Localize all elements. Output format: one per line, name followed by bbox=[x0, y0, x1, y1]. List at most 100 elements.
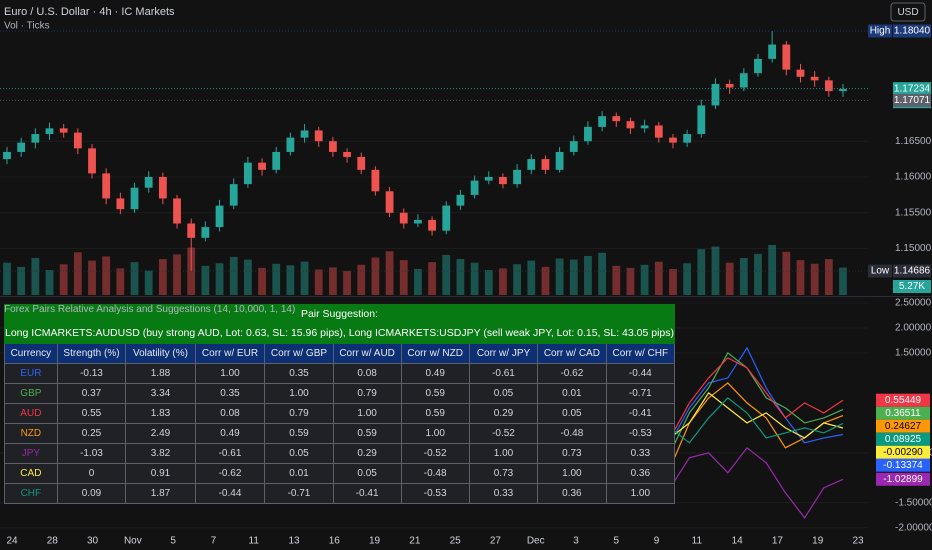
value-cell: -0.71 bbox=[605, 383, 676, 404]
volume-bar bbox=[385, 251, 394, 295]
candle-body bbox=[513, 169, 521, 185]
volume-bar bbox=[215, 263, 224, 295]
x-tick-label: 5 bbox=[614, 536, 620, 547]
candle-body bbox=[640, 125, 649, 129]
value-cell: 1.00 bbox=[264, 383, 334, 404]
x-tick-label: Dec bbox=[527, 536, 545, 547]
value-cell: 0.08 bbox=[194, 403, 266, 424]
price-label: 1.17234 bbox=[894, 83, 931, 94]
volume-bar bbox=[229, 256, 238, 295]
y-tick-label: 1.15000 bbox=[895, 243, 932, 254]
column-header: Corr w/ NZD bbox=[400, 343, 470, 364]
volume-bar bbox=[768, 245, 777, 295]
price-label-bg bbox=[893, 93, 931, 107]
end-label-bg bbox=[876, 445, 930, 459]
value-cell: 0.55 bbox=[56, 403, 127, 424]
end-label: 0.08925 bbox=[885, 434, 922, 445]
x-tick-label: 11 bbox=[249, 536, 260, 547]
value-cell: 0.01 bbox=[264, 463, 334, 484]
candle-body bbox=[442, 205, 451, 231]
volume-bar bbox=[3, 262, 11, 295]
value-cell: -0.41 bbox=[332, 483, 402, 504]
value-cell: -0.44 bbox=[194, 483, 266, 504]
value-cell: 1.00 bbox=[537, 463, 607, 484]
volume-bar bbox=[739, 258, 748, 295]
value-cell: 1.00 bbox=[605, 483, 676, 504]
candle-body bbox=[314, 130, 323, 142]
volume-bar bbox=[399, 260, 408, 295]
candle-body bbox=[399, 212, 408, 224]
value-cell: 0 bbox=[56, 463, 127, 484]
candle-body bbox=[229, 184, 238, 206]
column-header: Corr w/ CAD bbox=[537, 343, 607, 364]
value-cell: 0.05 bbox=[537, 403, 607, 424]
end-label: -1.02899 bbox=[883, 474, 923, 485]
currency-button[interactable] bbox=[890, 2, 926, 22]
value-cell: 0.59 bbox=[264, 423, 334, 444]
value-cell: 0.49 bbox=[194, 423, 266, 444]
value-cell: 1.88 bbox=[125, 363, 196, 384]
end-label: 0.24627 bbox=[885, 421, 922, 432]
volume-bar bbox=[782, 251, 791, 295]
value-cell: -0.61 bbox=[468, 363, 539, 384]
price-label: 1.14686 bbox=[894, 266, 931, 277]
x-tick-label: 7 bbox=[211, 536, 217, 547]
candle-body bbox=[343, 151, 351, 157]
price-label: 1.18040 bbox=[894, 26, 931, 37]
candle-body bbox=[357, 156, 366, 170]
volume-bar bbox=[626, 267, 635, 295]
currency-cell: CHF bbox=[4, 483, 58, 504]
value-cell: -0.13 bbox=[56, 363, 127, 384]
table-row: EUR -0.13 1.88 1.00 0.35 0.08 0.49 -0.61 -0.62 -0… bbox=[4, 363, 676, 384]
x-tick-label: Nov bbox=[124, 536, 142, 547]
price-label-name: High bbox=[870, 26, 891, 37]
volume-bar bbox=[45, 270, 54, 295]
value-cell: 0.05 bbox=[468, 383, 539, 404]
currency-cell: NZD bbox=[4, 423, 58, 444]
value-cell: 0.36 bbox=[605, 463, 676, 484]
volume-bar bbox=[796, 260, 805, 295]
volume-bar bbox=[272, 263, 281, 295]
value-cell: -0.61 bbox=[194, 443, 266, 464]
value-cell: 0.79 bbox=[264, 403, 334, 424]
currency-button-label[interactable]: USD bbox=[897, 7, 918, 18]
value-cell: -0.53 bbox=[605, 423, 676, 444]
x-tick-label: 25 bbox=[450, 536, 462, 547]
x-tick-label: 28 bbox=[47, 536, 59, 547]
candle-body bbox=[796, 69, 805, 77]
candle-body bbox=[754, 58, 762, 74]
candle-body bbox=[612, 116, 621, 122]
value-cell: 3.34 bbox=[125, 383, 196, 404]
volume-bar bbox=[810, 263, 819, 295]
column-header: Volatility (%) bbox=[125, 343, 196, 364]
volume-bar bbox=[839, 267, 847, 295]
price-label-name-bg bbox=[868, 24, 892, 38]
volume-bar bbox=[612, 265, 621, 295]
candle-body bbox=[782, 44, 791, 70]
candle-body bbox=[158, 176, 167, 199]
x-tick-label: 19 bbox=[812, 536, 824, 547]
candle-body bbox=[272, 151, 281, 170]
volume-label-bg bbox=[893, 280, 931, 293]
volume-bar bbox=[343, 271, 351, 295]
candle-body bbox=[286, 137, 295, 152]
x-tick-label: 5 bbox=[170, 536, 176, 547]
value-cell: -0.53 bbox=[400, 483, 470, 504]
y-tick-label: 1.16500 bbox=[895, 136, 932, 147]
candle-body bbox=[584, 126, 592, 142]
candle-body bbox=[768, 44, 777, 59]
currency-cell: GBP bbox=[4, 383, 58, 404]
candle-body bbox=[810, 76, 819, 81]
value-cell: 1.87 bbox=[125, 483, 196, 504]
value-cell: 0.59 bbox=[400, 403, 470, 424]
candle-body bbox=[697, 105, 706, 135]
column-header: Corr w/ EUR bbox=[194, 343, 266, 364]
volume-bar bbox=[173, 254, 181, 295]
volume-label: 5.27K bbox=[899, 281, 925, 292]
candle-body bbox=[654, 125, 663, 138]
value-cell: 0.33 bbox=[605, 443, 676, 464]
candle-body bbox=[88, 148, 96, 174]
value-cell: 2.49 bbox=[125, 423, 196, 444]
x-tick-label: 14 bbox=[732, 536, 744, 547]
volume-bar bbox=[158, 259, 167, 295]
